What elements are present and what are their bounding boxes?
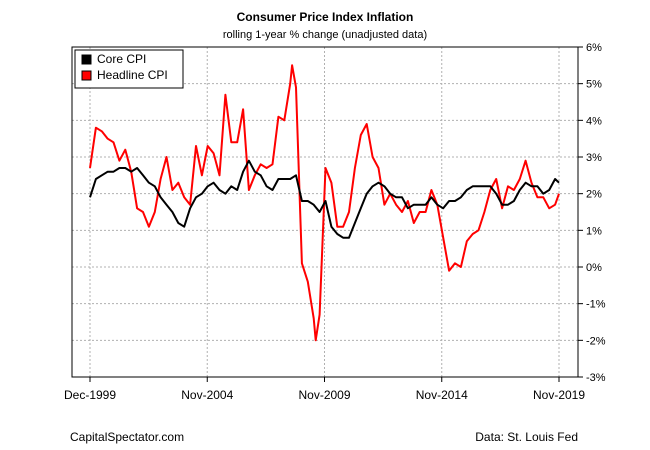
footer-source-right: Data: St. Louis Fed bbox=[475, 430, 578, 444]
legend-label: Headline CPI bbox=[97, 68, 168, 82]
legend-swatch bbox=[81, 54, 92, 65]
y-tick-label: 2% bbox=[586, 189, 602, 201]
x-tick-label: Dec-1999 bbox=[64, 388, 116, 402]
y-tick-label: 0% bbox=[586, 262, 602, 274]
legend-box bbox=[74, 49, 184, 89]
y-tick-label: -2% bbox=[586, 335, 606, 347]
y-tick-label: -3% bbox=[586, 372, 606, 384]
footer-source-left: CapitalSpectator.com bbox=[70, 430, 185, 444]
series-line-headline-cpi bbox=[89, 64, 560, 342]
y-tick-label: 4% bbox=[586, 115, 602, 127]
grid bbox=[72, 46, 578, 378]
x-tick-label: Nov-2004 bbox=[181, 388, 233, 402]
legend: Core CPI Headline CPI bbox=[74, 49, 184, 89]
x-tick-label: Nov-2019 bbox=[533, 388, 585, 402]
y-tick-label: 5% bbox=[586, 79, 602, 91]
chart-title: Consumer Price Index Inflation bbox=[236, 10, 414, 24]
x-tick-label: Nov-2014 bbox=[416, 388, 468, 402]
y-tick-label: -1% bbox=[586, 299, 606, 311]
legend-label: Core CPI bbox=[97, 52, 146, 66]
chart-subtitle: rolling 1-year % change (unadjusted data… bbox=[222, 29, 428, 41]
y-tick-label: 3% bbox=[586, 152, 602, 164]
x-tick-label: Nov-2009 bbox=[298, 388, 350, 402]
series-line-core-cpi bbox=[89, 159, 560, 239]
y-tick-label: 1% bbox=[586, 225, 602, 237]
y-tick-label: 6% bbox=[586, 42, 602, 54]
series-lines bbox=[89, 64, 560, 342]
axes: 6% 5% 4% 3% 2% 1% 0% -1% -2% -3% Dec-1999 Nov-2004 N… bbox=[64, 42, 606, 402]
legend-swatch bbox=[81, 70, 92, 81]
